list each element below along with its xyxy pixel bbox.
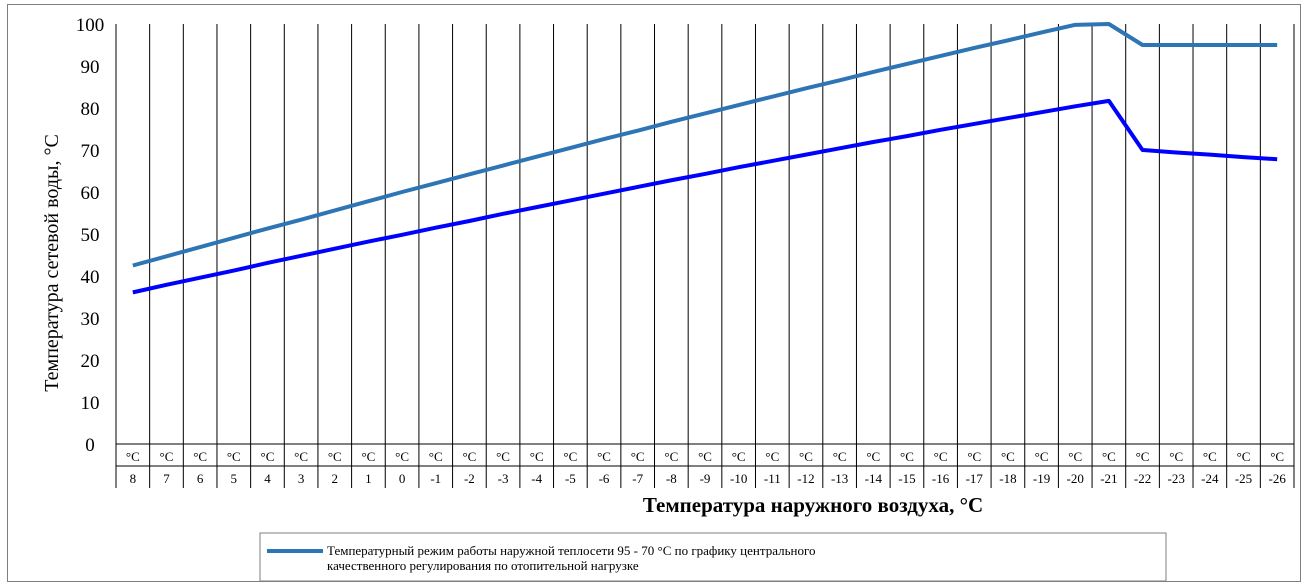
x-tick-unit: °C [934, 449, 948, 464]
y-tick-label: 60 [81, 183, 100, 204]
x-tick-unit: °C [732, 449, 746, 464]
series-lines [132, 22, 1278, 295]
x-tick-unit: °C [967, 449, 981, 464]
x-tick-unit: °C [160, 449, 174, 464]
x-tick-label: 3 [298, 471, 305, 486]
x-tick-label: 0 [399, 471, 406, 486]
x-tick-unit: °C [1035, 449, 1049, 464]
x-tick-unit: °C [126, 449, 140, 464]
x-tick-unit: °C [1169, 449, 1183, 464]
x-tick-unit: °C [1136, 449, 1150, 464]
legend-text-line2: качественного регулирования по отопитель… [327, 558, 639, 573]
y-tick-label: 100 [76, 15, 105, 36]
y-tick-label: 90 [81, 57, 100, 78]
x-tick-unit: °C [1102, 449, 1116, 464]
x-tick-label: 1 [365, 471, 372, 486]
x-tick-unit: °C [900, 449, 914, 464]
x-tick-labels: °C 8 °C 7 °C 6 °C 5 °C 4 °C 3 °C 2 °C 1 °C 0 °C -1 °C -2 °C -3 °… [126, 449, 1286, 486]
x-tick-unit: °C [462, 449, 476, 464]
x-tick-unit: °C [1068, 449, 1082, 464]
series-line-1 [132, 22, 1278, 268]
x-tick-label: -11 [764, 471, 781, 486]
x-tick-label: -15 [898, 471, 915, 486]
x-tick-unit: °C [866, 449, 880, 464]
x-tick-label: -24 [1201, 471, 1219, 486]
legend-box [259, 532, 1167, 582]
x-tick-label: 4 [264, 471, 271, 486]
x-tick-unit: °C [530, 449, 544, 464]
legend: Температурный режим работы наружной тепл… [259, 532, 1167, 582]
x-tick-label: -12 [797, 471, 814, 486]
y-tick-label: 20 [81, 351, 100, 372]
y-tick-label: 50 [81, 225, 100, 246]
x-tick-label: -14 [865, 471, 883, 486]
x-tick-unit: °C [1203, 449, 1217, 464]
x-tick-unit: °C [328, 449, 342, 464]
x-tick-label: 6 [197, 471, 204, 486]
y-tick-label: 70 [81, 141, 100, 162]
x-tick-label: -17 [966, 471, 984, 486]
x-tick-unit: °C [799, 449, 813, 464]
x-tick-label: -1 [430, 471, 441, 486]
y-tick-labels: 0 10 20 30 40 50 60 70 80 90 100 [76, 15, 105, 456]
x-tick-unit: °C [631, 449, 645, 464]
x-tick-unit: °C [698, 449, 712, 464]
x-tick-label: 8 [130, 471, 137, 486]
x-tick-unit: °C [294, 449, 308, 464]
legend-text-line1: Температурный режим работы наружной тепл… [327, 543, 815, 558]
grid-lines [115, 24, 1295, 488]
x-tick-label: -26 [1268, 471, 1286, 486]
y-tick-label: 30 [81, 309, 100, 330]
x-tick-label: -10 [730, 471, 747, 486]
x-tick-label: -23 [1168, 471, 1185, 486]
chart-frame: 0 10 20 30 40 50 60 70 80 90 100 °C 8 °C 7 °C 6 °C 5 °C 4 °C… [7, 4, 1301, 582]
axes [116, 443, 1294, 467]
x-tick-label: -9 [700, 471, 711, 486]
x-tick-unit: °C [361, 449, 375, 464]
x-tick-label: 2 [332, 471, 339, 486]
x-tick-unit: °C [1237, 449, 1251, 464]
x-tick-label: -7 [632, 471, 643, 486]
series-line-2 [132, 98, 1278, 295]
x-tick-label: 7 [163, 471, 170, 486]
x-tick-label: -18 [999, 471, 1016, 486]
x-tick-unit: °C [227, 449, 241, 464]
x-tick-unit: °C [597, 449, 611, 464]
x-tick-label: -16 [932, 471, 950, 486]
x-tick-unit: °C [664, 449, 678, 464]
x-tick-unit: °C [1001, 449, 1015, 464]
x-tick-unit: °C [563, 449, 577, 464]
x-tick-label: -20 [1067, 471, 1084, 486]
x-tick-label: -4 [531, 471, 542, 486]
x-tick-label: -22 [1134, 471, 1151, 486]
x-axis-label: Температура наружного воздуха, °С [643, 493, 983, 517]
x-tick-unit: °C [395, 449, 409, 464]
y-axis-label: Температура сетевой воды, °С [41, 134, 63, 392]
x-tick-unit: °C [193, 449, 207, 464]
x-tick-unit: °C [496, 449, 510, 464]
x-tick-label: -25 [1235, 471, 1252, 486]
y-tick-label: 0 [85, 435, 95, 456]
x-tick-label: -19 [1033, 471, 1050, 486]
y-tick-label: 10 [81, 393, 100, 414]
x-tick-unit: °C [261, 449, 275, 464]
x-tick-label: -2 [464, 471, 475, 486]
x-tick-unit: °C [833, 449, 847, 464]
x-tick-label: -3 [498, 471, 509, 486]
x-tick-label: -8 [666, 471, 677, 486]
x-tick-unit: °C [429, 449, 443, 464]
x-tick-unit: °C [1270, 449, 1284, 464]
y-tick-label: 40 [81, 267, 100, 288]
x-tick-unit: °C [765, 449, 779, 464]
y-tick-label: 80 [81, 99, 100, 120]
x-tick-label: -5 [565, 471, 576, 486]
x-tick-label: 5 [231, 471, 238, 486]
x-tick-label: -21 [1100, 471, 1117, 486]
x-tick-label: -13 [831, 471, 848, 486]
x-tick-label: -6 [599, 471, 610, 486]
